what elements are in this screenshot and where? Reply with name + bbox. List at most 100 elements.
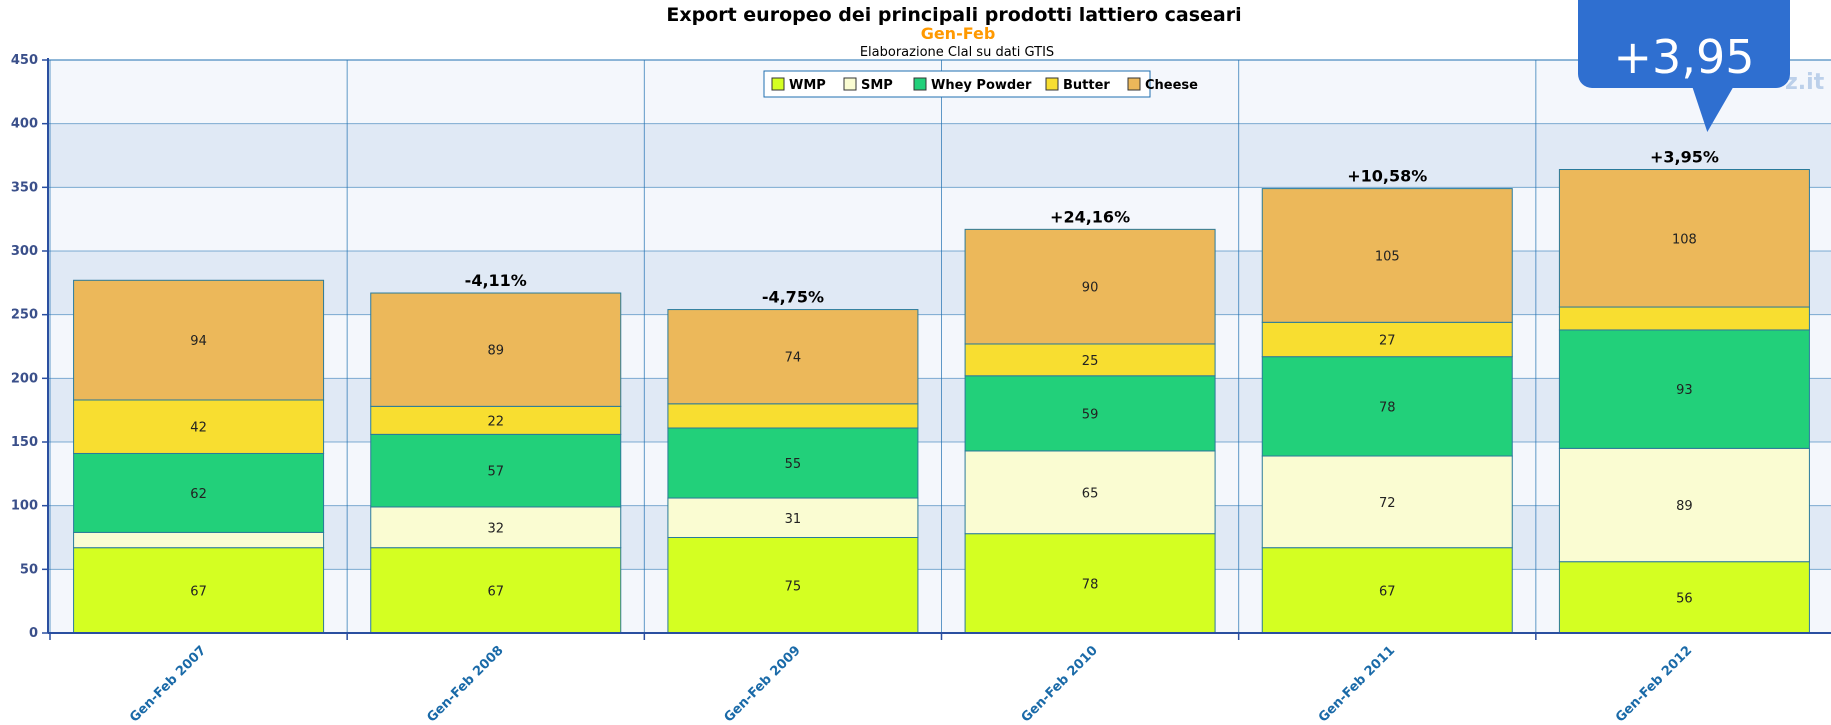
chart-subtitle: Gen-Feb <box>921 24 996 43</box>
x-tick-label: Gen-Feb 2008 <box>424 643 506 725</box>
legend-box <box>763 70 1151 98</box>
bar-segment-wmp <box>73 547 325 634</box>
segment-label: 75 <box>785 579 802 594</box>
axes <box>47 58 1831 634</box>
chart-title: Export europeo dei principali prodotti l… <box>666 4 1241 26</box>
bar-segment-whey-powder <box>667 427 919 499</box>
legend-swatch-whey-powder[interactable] <box>913 77 927 91</box>
bar-segment-cheese <box>667 309 919 405</box>
bar-segment-whey-powder <box>1261 356 1513 457</box>
segment-label: 93 <box>1676 383 1693 398</box>
segment-label: 22 <box>487 414 504 429</box>
bar-segment-butter <box>667 403 919 429</box>
legend-label[interactable]: Butter <box>1063 78 1110 93</box>
segment-label: 94 <box>190 334 207 349</box>
segment-label: 67 <box>190 584 207 599</box>
legend[interactable]: WMP SMP Whey Powder Butter Cheese <box>763 70 1198 98</box>
legend-label[interactable]: WMP <box>789 78 826 93</box>
bar-segment-smp <box>1261 455 1513 549</box>
bar-segment-cheese <box>964 228 1216 345</box>
legend-swatch-smp[interactable] <box>843 77 857 91</box>
bar-segment-butter <box>1558 306 1810 331</box>
bar-segment-butter <box>73 399 325 454</box>
change-label: +10,58% <box>1347 167 1427 186</box>
plot-background <box>48 60 1831 633</box>
segment-label: 65 <box>1082 486 1099 501</box>
plot-band <box>48 187 1831 251</box>
highlight-callout: +3,95 <box>1578 0 1790 88</box>
segment-label: 56 <box>1676 591 1693 606</box>
segment-label: 62 <box>190 487 207 502</box>
plot-band <box>48 251 1831 315</box>
change-label: -4,75% <box>762 288 824 307</box>
segment-label: 32 <box>487 521 504 536</box>
change-label: +3,95% <box>1650 148 1719 167</box>
y-tick-label: 400 <box>11 117 38 132</box>
bar-segment-wmp <box>370 547 622 634</box>
bar-segment-whey-powder <box>1558 329 1810 449</box>
x-tick-label: Gen-Feb 2009 <box>721 643 803 725</box>
bar-segment-wmp <box>667 537 919 634</box>
y-tick-label: 0 <box>29 626 38 641</box>
x-tick-label: Gen-Feb 2010 <box>1019 643 1101 725</box>
x-tick-label: Gen-Feb 2012 <box>1613 643 1695 725</box>
legend-swatch-wmp[interactable] <box>771 77 785 91</box>
x-tick-label: Gen-Feb 2011 <box>1316 643 1398 725</box>
x-tick-label: Gen-Feb 2007 <box>127 643 209 725</box>
y-tick-label: 100 <box>11 499 38 514</box>
segment-label: 67 <box>487 584 504 599</box>
plot-band <box>48 505 1831 570</box>
y-tick-label: 50 <box>20 562 38 577</box>
bar-segment-smp <box>370 506 622 549</box>
segment-label: 105 <box>1375 249 1400 264</box>
y-tick-label: 350 <box>11 180 38 195</box>
bar-segment-cheese <box>370 292 622 407</box>
y-tick-label: 150 <box>11 435 38 450</box>
segment-label: 78 <box>1379 400 1396 415</box>
legend-label[interactable]: Whey Powder <box>931 78 1032 93</box>
plot-band <box>48 378 1831 442</box>
bar-segment-butter <box>964 343 1216 377</box>
segment-label: 67 <box>1379 584 1396 599</box>
chart-source: Elaborazione Clal su dati GTIS <box>860 45 1054 60</box>
bar-segment-smp <box>1558 447 1810 563</box>
segment-label: 108 <box>1672 232 1697 247</box>
segment-label: 42 <box>190 421 207 436</box>
segment-label: 90 <box>1082 281 1099 296</box>
segment-label: 31 <box>785 512 802 527</box>
segment-label: 59 <box>1082 407 1099 422</box>
segment-label: 27 <box>1379 333 1396 348</box>
change-label: -4,11% <box>465 271 527 290</box>
x-axis-ticks: Gen-Feb 2007 Gen-Feb 2008 Gen-Feb 2009 Gen-… <box>49 633 1695 725</box>
bar-segment-butter <box>1261 321 1513 358</box>
plot-band <box>48 569 1831 633</box>
segment-label: 74 <box>785 351 802 366</box>
legend-label[interactable]: Cheese <box>1145 78 1198 93</box>
bar-segment-smp <box>73 531 325 549</box>
bar-segment-cheese <box>73 279 325 401</box>
segment-label: 72 <box>1379 496 1396 511</box>
bar-segment-cheese <box>1261 188 1513 323</box>
segment-label: 89 <box>1676 499 1693 514</box>
plot-band <box>48 442 1831 506</box>
segment-label: 78 <box>1082 577 1099 592</box>
bar-segment-wmp <box>1558 561 1810 634</box>
bar-segment-cheese <box>1558 169 1810 308</box>
plot-band <box>48 123 1831 188</box>
legend-label[interactable]: SMP <box>861 78 893 93</box>
bar-segment-whey-powder <box>73 452 325 533</box>
y-axis-ticks: 0 50 100 150 200 250 300 350 400 450 <box>11 53 48 641</box>
bar-segment-whey-powder <box>370 433 622 508</box>
bar-segment-smp <box>667 497 919 539</box>
legend-swatch-butter[interactable] <box>1045 77 1059 91</box>
bar-segment-wmp <box>964 533 1216 634</box>
segment-label: 89 <box>487 344 504 359</box>
bars: 67 62 42 94 67 32 57 22 89 -4,11% 75 31 55 74 -4,75% 78… <box>73 148 1810 634</box>
plot-band <box>48 314 1831 379</box>
y-tick-label: 200 <box>11 371 38 386</box>
legend-swatch-cheese[interactable] <box>1127 77 1141 91</box>
y-tick-label: 450 <box>11 53 38 68</box>
bar-segment-smp <box>964 450 1216 535</box>
segment-label: 25 <box>1082 354 1099 369</box>
